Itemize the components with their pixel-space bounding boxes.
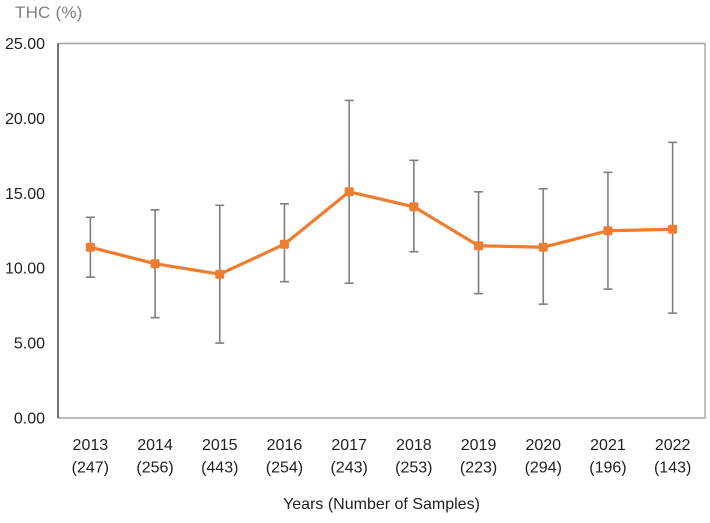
x-tick-year-label: 2021: [590, 437, 626, 454]
x-tick-year-label: 2017: [331, 437, 367, 454]
x-tick-year-label: 2018: [396, 437, 432, 454]
x-tick-count-label: (294): [525, 460, 562, 477]
x-tick-year-label: 2020: [525, 437, 561, 454]
data-line: [88, 190, 675, 276]
data-point-marker: [538, 242, 548, 252]
x-tick-count-label: (254): [266, 460, 303, 477]
data-point-marker: [279, 239, 289, 249]
x-tick-count-label: (196): [589, 460, 626, 477]
y-tick-label: 10.00: [5, 261, 45, 278]
x-tick-year-label: 2022: [655, 437, 691, 454]
plot-border: [58, 42, 706, 419]
x-tick-year-label: 2016: [267, 437, 303, 454]
x-tick-count-label: (143): [654, 460, 691, 477]
x-tick-count-label: (243): [330, 460, 367, 477]
x-tick-count-label: (247): [72, 460, 109, 477]
data-point-marker: [668, 224, 678, 234]
x-tick-count-label: (256): [136, 460, 173, 477]
x-tick-count-label: (253): [395, 460, 432, 477]
y-tick-label: 15.00: [5, 186, 45, 203]
x-tick-year-label: 2013: [73, 437, 109, 454]
y-tick-label: 5.00: [14, 336, 45, 353]
x-tick-year-label: 2019: [461, 437, 497, 454]
data-point-marker: [344, 187, 354, 197]
x-tick-count-label: (443): [201, 460, 238, 477]
x-tick-count-label: (223): [460, 460, 497, 477]
data-point-marker: [150, 259, 160, 269]
y-tick-label: 20.00: [5, 111, 45, 128]
data-point-marker: [474, 241, 484, 251]
data-point-marker: [409, 202, 419, 212]
y-tick-label: 0.00: [14, 411, 45, 428]
y-tick-label: 25.00: [5, 36, 45, 53]
data-point-marker: [85, 242, 95, 252]
data-point-marker: [215, 269, 225, 279]
x-tick-year-label: 2014: [137, 437, 173, 454]
x-axis-title: Years (Number of Samples): [283, 496, 480, 513]
x-tick-year-label: 2015: [202, 437, 238, 454]
chart-title: THC (%): [15, 3, 83, 22]
data-point-marker: [603, 226, 613, 236]
